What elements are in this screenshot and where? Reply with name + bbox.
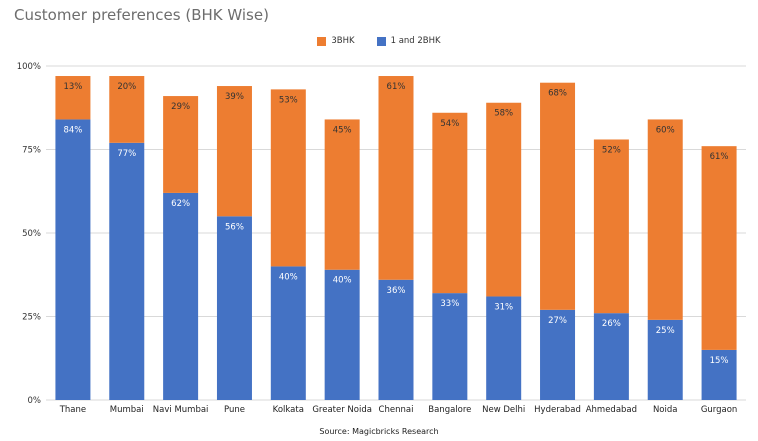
x-category-label: Kolkata [273,405,304,415]
bar-1and2bhk [55,119,91,400]
data-label-1and2bhk: 26% [602,319,621,329]
data-label-3bhk: 61% [710,152,729,162]
data-label-1and2bhk: 31% [494,302,513,312]
bar-3bhk [163,96,199,193]
data-label-3bhk: 29% [171,102,190,112]
y-tick-label: 0% [28,396,42,406]
data-label-1and2bhk: 40% [279,272,298,282]
x-category-label: Greater Noida [312,405,372,415]
x-category-label: Thane [59,405,86,415]
x-category-label: Hyderabad [534,405,581,415]
data-label-1and2bhk: 33% [440,299,459,309]
bar-1and2bhk [216,216,252,400]
legend-swatch-1and2bhk [376,36,386,46]
bar-3bhk [378,76,414,280]
x-category-label: New Delhi [482,405,525,415]
bar-1and2bhk [540,309,576,400]
source-note: Source: Magicbricks Research [319,427,439,436]
x-category-label: Pune [224,405,245,415]
bar-1and2bhk [378,279,414,400]
bar-1and2bhk [486,296,522,400]
data-label-3bhk: 61% [387,82,406,92]
x-category-label: Chennai [379,405,414,415]
bar-3bhk [324,119,360,270]
bar-3bhk [593,139,629,314]
legend-item-1and2bhk: 1 and 2BHK [376,36,441,46]
x-category-label: Navi Mumbai [153,405,209,415]
bar-3bhk [540,82,576,310]
data-label-3bhk: 20% [117,82,136,92]
data-label-3bhk: 54% [440,119,459,129]
bar-3bhk [432,112,468,294]
data-label-1and2bhk: 56% [225,222,244,232]
bar-3bhk [55,76,91,120]
bar-1and2bhk [163,192,199,400]
data-label-3bhk: 45% [333,125,352,135]
bar-3bhk [216,86,252,217]
x-category-label: Mumbai [110,405,144,415]
legend-item-3bhk: 3BHK [317,36,355,46]
data-label-1and2bhk: 15% [710,356,729,366]
x-category-label: Noida [653,405,678,415]
data-label-1and2bhk: 62% [171,199,190,209]
chart-title: Customer preferences (BHK Wise) [14,6,269,24]
data-label-3bhk: 68% [548,89,567,99]
bar-1and2bhk [432,293,468,400]
x-category-label: Gurgaon [701,405,738,415]
bar-1and2bhk [593,313,629,400]
bar-1and2bhk [270,266,306,400]
bar-1and2bhk [701,349,737,400]
legend-swatch-3bhk [317,36,327,46]
bar-1and2bhk [647,319,683,400]
data-label-3bhk: 58% [494,109,513,119]
bar-3bhk [486,102,522,297]
bar-3bhk [270,89,306,267]
legend-label-1and2bhk: 1 and 2BHK [390,36,441,46]
legend-label-3bhk: 3BHK [331,36,355,46]
data-label-1and2bhk: 27% [548,316,567,326]
data-label-3bhk: 60% [656,125,675,135]
legend: 3BHK 1 and 2BHK [0,36,758,46]
data-label-3bhk: 13% [63,82,82,92]
data-label-3bhk: 52% [602,145,621,155]
bar-1and2bhk [324,269,360,400]
data-label-1and2bhk: 40% [333,276,352,286]
data-label-1and2bhk: 84% [63,125,82,135]
data-label-3bhk: 53% [279,95,298,105]
bar-3bhk [647,119,683,320]
x-category-label: Ahmedabad [586,405,637,415]
bar-3bhk [701,146,737,350]
data-label-1and2bhk: 36% [387,286,406,296]
data-label-1and2bhk: 77% [117,149,136,159]
y-tick-label: 75% [22,146,41,156]
bar-1and2bhk [109,142,145,400]
data-label-1and2bhk: 25% [656,326,675,336]
y-tick-label: 25% [22,313,41,323]
bar-3bhk [109,76,145,143]
x-category-label: Bangalore [428,405,471,415]
data-label-3bhk: 39% [225,92,244,102]
y-tick-label: 50% [22,229,41,239]
y-tick-label: 100% [17,62,41,72]
